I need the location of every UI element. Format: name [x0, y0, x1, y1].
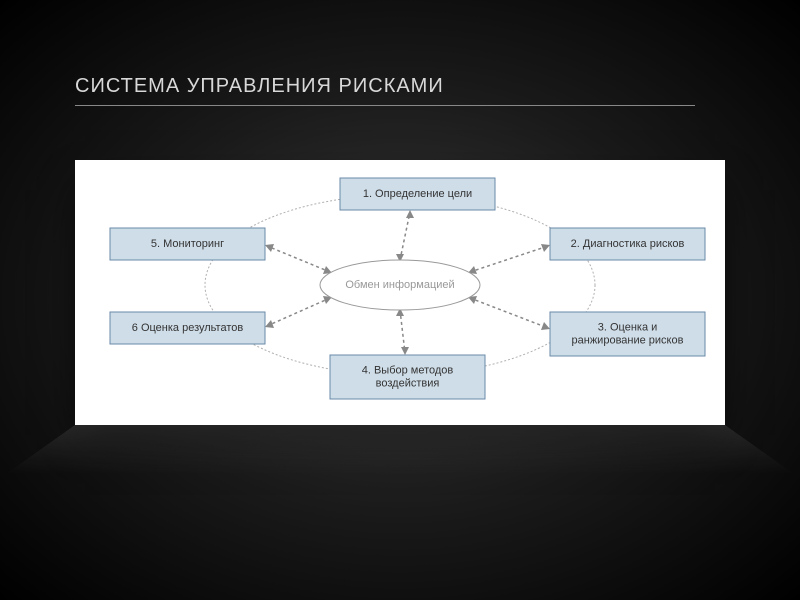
node-label-n6: 6 Оценка результатов — [132, 322, 244, 334]
slide-title: СИСТЕМА УПРАВЛЕНИЯ РИСКАМИ — [75, 75, 444, 98]
node-label-n2: 2. Диагностика рисков — [571, 238, 685, 250]
diagram-panel: Обмен информацией 1. Определение цели 2. … — [75, 160, 725, 425]
node-label-n1: 1. Определение цели — [363, 188, 472, 200]
node-label-n4: воздействия — [376, 377, 440, 389]
title-underline — [75, 105, 695, 106]
node-label-n5: 5. Мониторинг — [151, 238, 224, 250]
node-label-n3: 3. Оценка и — [598, 321, 658, 333]
panel-reflection — [0, 425, 800, 489]
center-label: Обмен информацией — [345, 279, 454, 291]
node-label-n4: 4. Выбор методов — [362, 364, 454, 376]
diagram-svg: Обмен информацией 1. Определение цели 2. … — [75, 160, 725, 425]
node-label-n3: ранжирование рисков — [572, 334, 684, 346]
